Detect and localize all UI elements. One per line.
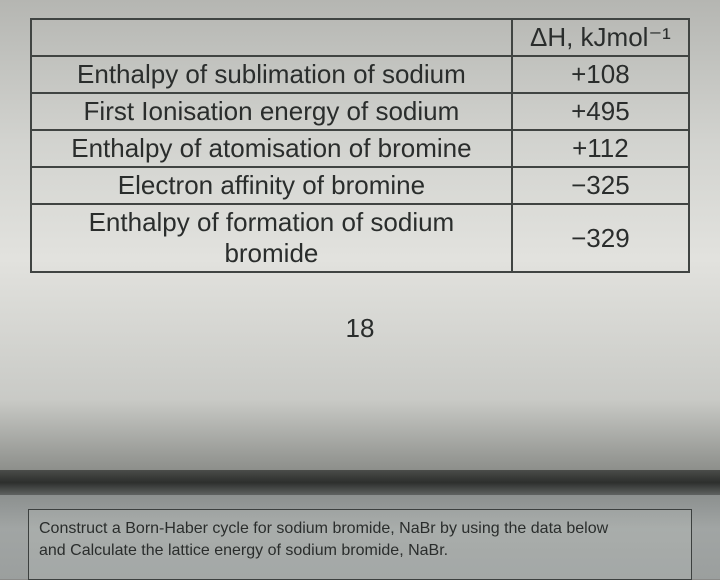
table-row: Enthalpy of formation of sodium bromide … (31, 204, 689, 272)
enthalpy-table: ΔH, kJmol⁻¹ Enthalpy of sublimation of s… (30, 18, 690, 273)
row-value: +112 (512, 130, 689, 167)
lower-page: Construct a Born-Haber cycle for sodium … (0, 495, 720, 579)
table-header-row: ΔH, kJmol⁻¹ (31, 19, 689, 56)
header-empty-cell (31, 19, 512, 56)
page-divider-shadow (0, 470, 720, 495)
row-value: +108 (512, 56, 689, 93)
row-label: Electron affinity of bromine (31, 167, 512, 204)
row-label: Enthalpy of atomisation of bromine (31, 130, 512, 167)
table-row: Enthalpy of atomisation of bromine +112 (31, 130, 689, 167)
page-number: 18 (30, 313, 690, 344)
row-value: −325 (512, 167, 689, 204)
row-label: Enthalpy of sublimation of sodium (31, 56, 512, 93)
question-line-1: Construct a Born-Haber cycle for sodium … (39, 520, 608, 537)
question-line-2: and Calculate the lattice energy of sodi… (39, 542, 448, 559)
question-box: Construct a Born-Haber cycle for sodium … (28, 509, 692, 580)
row-value: +495 (512, 93, 689, 130)
table-row: First Ionisation energy of sodium +495 (31, 93, 689, 130)
row-label: First Ionisation energy of sodium (31, 93, 512, 130)
upper-page: ΔH, kJmol⁻¹ Enthalpy of sublimation of s… (0, 0, 720, 470)
header-value-cell: ΔH, kJmol⁻¹ (512, 19, 689, 56)
row-value: −329 (512, 204, 689, 272)
table-row: Enthalpy of sublimation of sodium +108 (31, 56, 689, 93)
row-label: Enthalpy of formation of sodium bromide (31, 204, 512, 272)
table-row: Electron affinity of bromine −325 (31, 167, 689, 204)
